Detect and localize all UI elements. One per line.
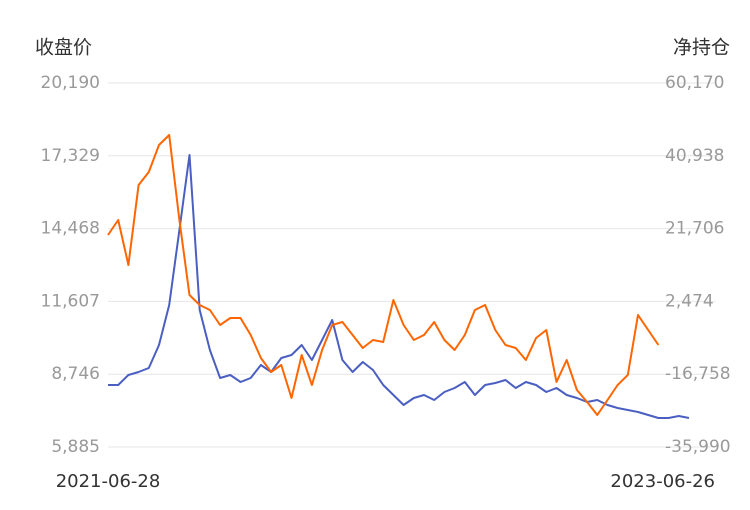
x-tick-label: 2021-06-28 — [56, 471, 161, 492]
x-tick-label: 2023-06-26 — [610, 471, 715, 492]
y2-tick-label: 60,170 — [665, 73, 724, 93]
y2-axis-title: 净持仓 — [673, 37, 730, 59]
y-tick-label: 20,190 — [41, 73, 100, 93]
y-tick-label: 11,607 — [41, 291, 100, 311]
y-axis-title: 收盘价 — [35, 37, 92, 59]
y-tick-label: 17,329 — [41, 146, 100, 166]
series-line — [107, 134, 660, 416]
y-tick-label: 5,885 — [51, 437, 100, 457]
y-tick-label: 14,468 — [41, 219, 100, 239]
y2-tick-label: -35,990 — [665, 437, 731, 457]
y2-tick-label: -16,758 — [665, 364, 731, 384]
y2-tick-label: 2,474 — [665, 291, 714, 311]
y2-tick-label: 40,938 — [665, 146, 724, 166]
y2-tick-label: 21,706 — [665, 219, 724, 239]
series-line — [108, 154, 690, 419]
y-tick-label: 8,746 — [51, 364, 100, 384]
